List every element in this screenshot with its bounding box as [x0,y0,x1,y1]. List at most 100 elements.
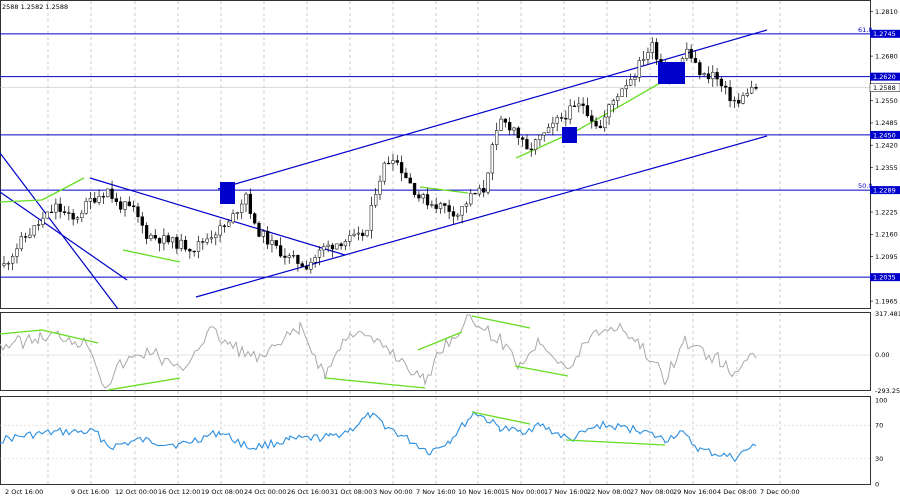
candle [516,126,520,146]
candle-body [629,79,633,86]
candle-body [520,137,525,140]
candle [559,112,564,122]
candle [486,172,490,195]
grid-lines [0,0,871,485]
candle-body [572,105,577,107]
candle-body [10,256,15,264]
fib-level-label: 61.8 [858,26,872,34]
candle-body [15,248,19,257]
candle-body [62,211,67,213]
candle [248,188,252,219]
candle [114,192,119,206]
candle-body [54,203,58,213]
indicator2-frame [0,396,871,485]
candle-body [421,194,425,199]
candle-body [581,103,585,106]
candle [719,76,724,92]
candle [101,192,106,204]
indicator-divergence-line [471,411,531,425]
candle-body [512,127,516,131]
candle [253,212,257,225]
indicator2-axis-label: 70 [875,422,883,430]
candles [2,37,758,274]
candle-body [732,99,737,102]
candle [132,200,136,212]
candle [529,142,533,157]
candle-body [270,240,274,245]
candle [153,229,157,241]
candle-body [616,96,620,101]
candle-body [477,187,482,195]
candle-body [464,203,469,207]
candle-body [175,237,179,249]
indicator1-frame [0,312,871,391]
candle [361,229,365,241]
candle-body [123,201,127,210]
indicator-divergence-line [514,365,569,377]
candle [97,189,101,206]
time-label: 29 Nov 16:00 [673,488,717,496]
price-tick-label: 1.2420 [875,142,898,150]
price-tick-label: 1.2550 [875,97,898,105]
candle [227,219,231,227]
candle-body [205,238,209,243]
level-tag-box [870,29,900,38]
candle-body [278,245,283,257]
candle-body [533,139,538,151]
price-axis: 1.2810 1.2680 1.2550 1.2485 1.2420 1.2355 1.22… [870,8,898,305]
candle [512,126,516,135]
candle-body [106,188,110,198]
candle-body [525,139,529,150]
indicator2-axis-label: 100 [875,396,887,404]
time-axis: 2 Oct 16:00 9 Oct 16:00 12 Oct 00:00 16 Oct… [5,488,800,496]
candle [80,209,84,223]
candle [93,192,97,204]
candle-body [32,225,36,236]
candle [728,80,732,108]
indicator1-axis-label: 0.00 [875,351,889,359]
candle-body [395,160,399,163]
candle [49,204,54,214]
candle-body [654,42,659,60]
candle-body [49,211,54,214]
candle-body [399,162,404,174]
candle-body [737,99,741,104]
candle [607,103,611,126]
candle [456,212,460,221]
candle-body [153,234,157,239]
candle [235,211,240,220]
candle [620,88,624,97]
candle [127,196,131,207]
candle [183,235,188,252]
candle [19,232,23,252]
candle [598,120,603,129]
candle [555,114,559,132]
signal-markers [220,62,685,204]
candle-body [75,217,80,220]
candle [6,261,10,271]
time-label: 12 Oct 00:00 [115,488,157,496]
divergence-line [577,81,663,131]
candle-body [253,213,257,224]
time-label: 2 Oct 16:00 [5,488,43,496]
candle-body [386,162,391,165]
candle-body [304,266,309,270]
level-tag-box [870,72,900,81]
candle-body [19,236,23,250]
candle [209,230,214,244]
candle [616,93,620,108]
candle-body [641,59,646,61]
candle [23,232,28,243]
candle [499,115,503,132]
level-tag-box [870,130,900,139]
candle-body [326,244,330,247]
candle [374,188,378,208]
candle-body [516,127,520,139]
candle-body [296,255,300,264]
candle [464,201,469,213]
candle-body [551,122,555,128]
candle-body [447,205,451,212]
time-label: 7 Dec 00:00 [760,488,800,496]
candle-body [456,214,460,217]
